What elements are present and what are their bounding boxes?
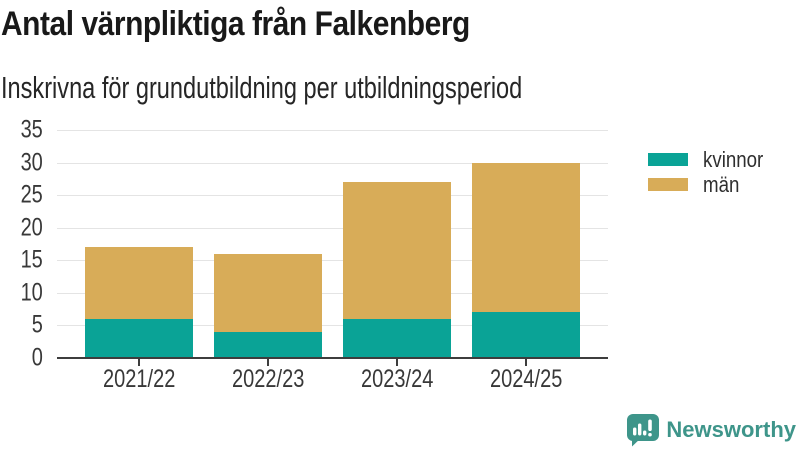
bar-segment-kvinnor-2022/23: [214, 331, 322, 358]
newsworthy-logo: Newsworthy: [626, 413, 796, 447]
x-tick-label-2024/25: 2024/25: [456, 367, 596, 392]
x-tick-label-text: 2024/25: [489, 365, 563, 393]
gridline-20: [57, 227, 608, 229]
x-tick-label-text: 2023/24: [360, 365, 434, 393]
x-tick-label-text: 2022/23: [231, 365, 305, 393]
legend-label-män: män: [703, 171, 740, 197]
x-tick-2022/23: [267, 359, 269, 366]
y-tick-label-25: 25: [20, 180, 43, 209]
y-tick-label-30: 30: [20, 148, 43, 177]
x-tick-label-text: 2021/22: [102, 365, 176, 393]
x-tick-label-2021/22: 2021/22: [69, 367, 209, 392]
x-tick-2021/22: [138, 359, 140, 366]
bar-chart-speech-bubble-icon: [627, 414, 660, 447]
gridline-25: [57, 195, 608, 197]
y-tick-label-20: 20: [20, 213, 43, 242]
y-tick-label-0: 0: [31, 343, 43, 372]
y-tick-label-15: 15: [20, 245, 43, 274]
y-tick-label-35: 35: [20, 115, 43, 144]
legend-swatch-män: [648, 178, 688, 191]
bar-segment-män-2024/25: [472, 162, 580, 313]
gridline-35: [57, 130, 608, 131]
gridline-10: [57, 292, 608, 294]
chart-subtitle: Inskrivna för grundutbildning per utbild…: [1, 70, 523, 105]
legend: kvinnor män: [648, 147, 774, 197]
legend-swatch-kvinnor: [648, 153, 688, 166]
x-axis-line: [57, 357, 608, 359]
y-axis-labels: 0 5 10 15 20 25 30 35: [0, 0, 44, 450]
x-tick-2023/24: [396, 359, 398, 366]
x-tick-label-2022/23: 2022/23: [198, 367, 338, 392]
gridline-15: [57, 260, 608, 262]
plot-area: [57, 130, 608, 358]
gridline-30: [57, 162, 608, 164]
newsworthy-wordmark: Newsworthy: [666, 417, 796, 442]
bar-segment-kvinnor-2021/22: [85, 318, 193, 358]
legend-label-kvinnor: kvinnor: [703, 146, 764, 172]
legend-item-kvinnor: kvinnor: [648, 147, 774, 172]
x-tick-2024/25: [525, 359, 527, 366]
y-tick-label-5: 5: [31, 310, 43, 339]
bar-segment-kvinnor-2023/24: [343, 318, 451, 358]
bar-segment-män-2023/24: [343, 182, 451, 319]
x-tick-label-2023/24: 2023/24: [327, 367, 467, 392]
bar-segment-män-2022/23: [214, 253, 322, 332]
y-tick-label-10: 10: [20, 278, 43, 307]
legend-item-män: män: [648, 172, 774, 197]
chart-title: Antal värnpliktiga från Falkenberg: [1, 5, 470, 43]
gridline-5: [57, 325, 608, 327]
bar-segment-kvinnor-2024/25: [472, 312, 580, 358]
bar-segment-män-2021/22: [85, 247, 193, 319]
